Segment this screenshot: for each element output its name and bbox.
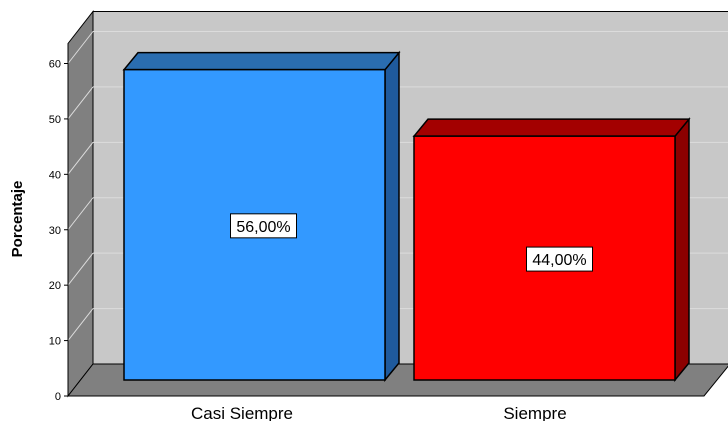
data-label-box bbox=[526, 246, 593, 272]
y-tick-label: 60 bbox=[49, 59, 61, 71]
gridline-side bbox=[67, 31, 94, 64]
y-tick-label: 0 bbox=[55, 391, 61, 403]
data-label-box bbox=[230, 213, 297, 239]
y-tick-label: 20 bbox=[49, 280, 61, 292]
data-label: 44,00% bbox=[532, 252, 586, 269]
category-label: Casi Siempre bbox=[191, 404, 293, 421]
y-axis-label: Porcentaje bbox=[9, 181, 26, 258]
bar-side bbox=[674, 117, 690, 383]
bar-top bbox=[122, 51, 401, 71]
y-tick-label: 50 bbox=[49, 114, 61, 126]
y-tick-label: 30 bbox=[49, 225, 61, 237]
data-label: 56,00% bbox=[236, 219, 290, 236]
y-tick-label: 40 bbox=[49, 169, 61, 181]
x-axis-categories: Casi Siempre Siempre bbox=[191, 404, 567, 421]
gridline-side bbox=[67, 86, 94, 120]
gridline-side bbox=[67, 197, 94, 231]
bar-side bbox=[384, 50, 400, 383]
gridline-side bbox=[67, 142, 94, 175]
bars: 56,00% 44,00% bbox=[122, 50, 691, 383]
y-tick-label: 10 bbox=[49, 336, 61, 348]
left-side-wall bbox=[67, 10, 94, 398]
bar bbox=[413, 135, 676, 381]
gridline-side bbox=[67, 252, 94, 286]
gridline-side bbox=[67, 308, 94, 341]
category-label: Siempre bbox=[503, 404, 566, 421]
bar-top bbox=[412, 118, 691, 137]
y-axis: 0 10 20 30 40 50 60 bbox=[49, 43, 69, 403]
